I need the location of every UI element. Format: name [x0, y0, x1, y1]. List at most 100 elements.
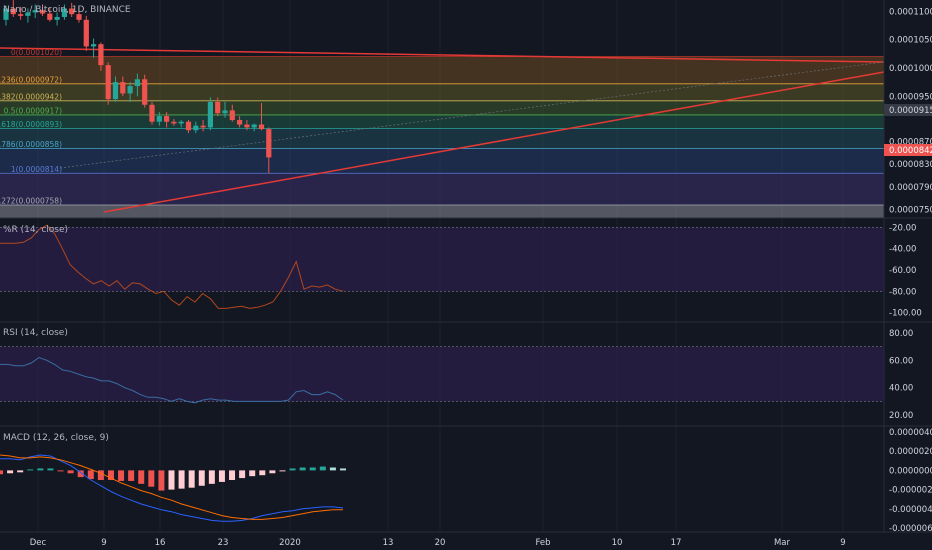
fib-zone-3	[0, 114, 884, 129]
svg-text:0.0000915: 0.0000915	[889, 106, 932, 116]
macd-hist-31	[309, 467, 316, 471]
fibonacci-retracement[interactable]: 0(0.0001020) 0.236(0.0000972) 0.382(0.0000…	[0, 48, 884, 218]
macd-hist-28	[279, 470, 286, 472]
candle-body-23	[171, 121, 177, 124]
time-tick-2: 16	[155, 538, 166, 548]
macd-hist-4	[37, 468, 44, 471]
macd-hist-0	[0, 470, 3, 475]
macd-hist-27	[269, 470, 276, 474]
macd-hist-17	[168, 470, 175, 490]
macd-hist-9	[87, 470, 94, 480]
macd-hist-11	[107, 470, 114, 480]
candle-body-3	[25, 12, 31, 16]
macd-hist-8	[77, 470, 84, 478]
wr-title: %R (14, close)	[3, 225, 68, 235]
fib-zone-0	[0, 56, 884, 84]
lower-trendline[interactable]	[103, 71, 885, 213]
wr-axis-tick-1: -40.00	[889, 245, 916, 255]
macd-hist-20	[198, 470, 205, 486]
candle-body-27	[200, 125, 206, 128]
svg-text:0.0000842: 0.0000842	[889, 146, 932, 156]
price-tick-5: 0.0000830	[889, 160, 932, 170]
candle-body-2	[18, 14, 24, 16]
macd-axis-tick-3: -0.0000020	[889, 486, 932, 496]
time-tick-1: 9	[101, 538, 106, 548]
candle-body-4	[32, 10, 38, 13]
candle-body-19	[142, 79, 148, 105]
macd-hist-19	[188, 470, 195, 488]
candle-body-1	[10, 8, 16, 15]
candle-body-12	[91, 44, 97, 47]
macd-axis-tick-2: 0.0000000	[889, 466, 932, 476]
upper-trendline[interactable]	[0, 47, 885, 63]
price-axis[interactable]: 0.0001100 0.0001050 0.0001000 0.0000950 0.00…	[889, 7, 932, 215]
price-tick-7: 0.0000750	[889, 206, 932, 216]
fib-label-0.236: 0.236(0.0000972)	[0, 75, 62, 84]
last-price-badge: 0.0000842	[884, 144, 932, 156]
candle-body-34	[251, 124, 257, 128]
wr-axis-tick-3: -80.00	[889, 287, 916, 297]
macd-axis-tick-0: 0.0000040	[889, 428, 932, 438]
macd-hist-18	[178, 470, 185, 489]
wr-axis-tick-2: -60.00	[889, 266, 916, 276]
time-tick-4: 2020	[279, 538, 301, 548]
candle-body-30	[222, 110, 228, 114]
fib-zone-5	[0, 148, 884, 174]
current-price-badge: 0.0000915	[884, 104, 932, 116]
time-axis[interactable]: Dec 9 16 23 2020 13 20 Feb 10 17 Mar 9	[30, 538, 846, 548]
macd-pane[interactable]	[0, 454, 346, 522]
macd-hist-30	[299, 467, 306, 471]
candle-body-33	[244, 124, 250, 128]
time-tick-5: 13	[383, 538, 394, 548]
macd-axis-tick-1: 0.0000020	[889, 447, 932, 457]
time-tick-9: 17	[671, 538, 682, 548]
macd-hist-13	[128, 470, 135, 481]
time-tick-6: 20	[435, 538, 446, 548]
macd-hist-10	[97, 470, 104, 480]
fib-label-0.382: 0.382(0.0000942)	[0, 92, 62, 101]
price-tick-0: 0.0001100	[889, 7, 932, 17]
fib-zone-extension	[0, 204, 884, 218]
time-tick-7: Feb	[535, 538, 550, 548]
candle-body-31	[229, 110, 235, 121]
rsi-line	[0, 356, 344, 404]
fib-zone-2	[0, 100, 884, 115]
macd-hist-33	[329, 467, 336, 471]
macd-hist-23	[229, 470, 236, 480]
trendlines[interactable]	[0, 47, 885, 213]
macd-hist-22	[218, 470, 225, 482]
fib-zone-4	[0, 128, 884, 149]
macd-hist-1	[7, 470, 14, 474]
macd-hist-14	[138, 470, 145, 484]
rsi-pane[interactable]	[0, 346, 884, 404]
williams-r-pane[interactable]	[0, 224, 884, 309]
wr-axis-tick-0: -20.00	[889, 223, 916, 233]
macd-hist-29	[289, 468, 296, 471]
rsi-axis-tick-3: 20.00	[889, 411, 913, 421]
candle-body-14	[105, 65, 111, 100]
candle-body-13	[98, 44, 104, 66]
candle-body-15	[112, 82, 119, 100]
time-tick-10: Mar	[774, 538, 791, 548]
macd-hist-26	[259, 470, 266, 476]
indicator-axes[interactable]: -20.00 -40.00 -60.00 -80.00 -100.00 80.00 60.0…	[889, 223, 932, 534]
macd-hist-16	[158, 470, 165, 491]
macd-hist-7	[67, 470, 74, 474]
candle-body-16	[120, 82, 126, 94]
time-tick-3: 23	[218, 538, 229, 548]
wr-line	[0, 224, 344, 309]
wr-axis-tick-4: -100.00	[889, 309, 922, 319]
symbol-title: Nano / Bitcoin, 1D, BINANCE	[3, 5, 131, 15]
candle-body-17	[127, 86, 133, 94]
candle-body-25	[185, 121, 192, 131]
candle-body-0	[3, 8, 9, 20]
macd-hist-21	[208, 470, 215, 484]
candle-body-24	[178, 121, 184, 124]
time-tick-0: Dec	[30, 538, 47, 548]
macd-hist-6	[57, 470, 64, 472]
price-tick-3: 0.0000950	[889, 92, 932, 102]
candle-body-36	[266, 129, 272, 158]
candle-body-8	[61, 8, 67, 17]
candle-body-21	[156, 116, 162, 122]
